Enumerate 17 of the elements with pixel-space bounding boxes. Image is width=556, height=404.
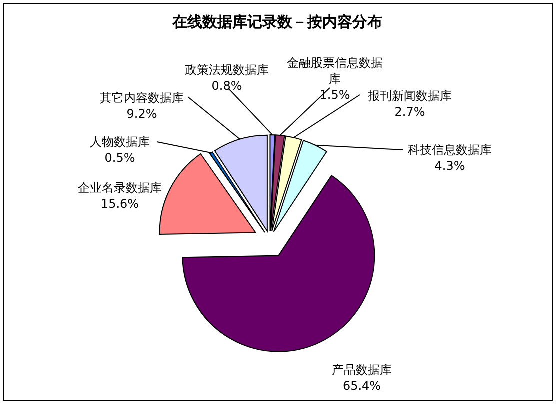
data-label: 15.6% (100, 197, 140, 211)
slice-label: 其它内容数据库 (100, 91, 184, 105)
data-label: 0.5% (104, 151, 136, 165)
data-label: 4.3% (434, 159, 466, 173)
data-label: 9.2% (126, 107, 158, 121)
data-label: 0.8% (212, 79, 242, 93)
slice-label: 人物数据库 (90, 135, 150, 149)
slice-label: 产品数据库 (332, 363, 392, 377)
data-label: 2.7% (394, 105, 426, 119)
slice-label: 报刊新闻数据库 (367, 89, 452, 103)
slice-label: 金融股票信息数据库 (287, 56, 383, 86)
data-label: 1.5% (320, 88, 350, 102)
data-label: 65.4% (342, 379, 382, 393)
slice-label: 科技信息数据库 (408, 143, 492, 157)
slice-label: 企业名录数据库 (78, 181, 162, 195)
slice-label: 政策法规数据库 (185, 63, 269, 77)
chart-title: 在线数据库记录数－按内容分布 (172, 13, 382, 31)
